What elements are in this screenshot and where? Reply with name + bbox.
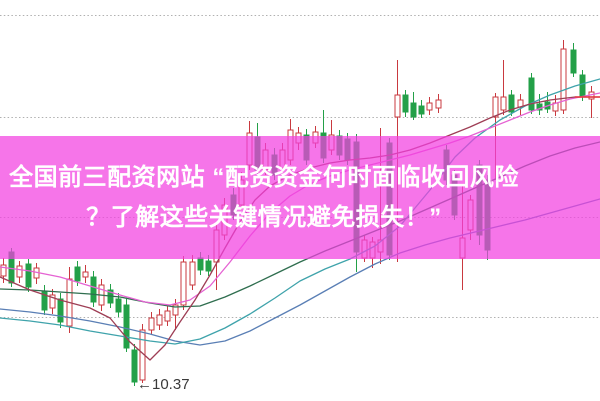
candle-down	[579, 74, 586, 98]
candle-down	[57, 298, 64, 323]
candle-up	[0, 264, 7, 277]
price-annotation: ←10.37	[137, 376, 190, 394]
candle-up	[180, 261, 187, 306]
promo-banner-line1: 全国前三配资网站 “配资资金何时面临收回风险	[9, 163, 519, 191]
arrow-left-icon: ←	[137, 376, 152, 393]
ma-teal	[0, 78, 600, 345]
candle-down	[418, 105, 425, 115]
candle-up	[500, 96, 507, 111]
candle-down	[508, 94, 515, 113]
candle-up	[148, 317, 155, 331]
candle-down	[90, 276, 97, 303]
candle-down	[528, 77, 535, 111]
candle-up	[172, 304, 179, 316]
candle-down	[205, 260, 212, 272]
candle-up	[426, 102, 433, 111]
candle-up	[435, 99, 442, 109]
candle-up	[189, 261, 196, 286]
candle-up	[560, 48, 567, 111]
candle-up	[82, 271, 89, 278]
candle-down	[74, 266, 81, 282]
candle-down	[402, 94, 409, 113]
candle-down	[131, 349, 138, 383]
candle-down	[123, 304, 130, 349]
promo-banner-line2: ？了解这些关键情况避免损失！”	[86, 203, 442, 231]
candle-down	[536, 103, 543, 111]
candle-up	[492, 96, 499, 118]
candle-up	[394, 94, 401, 118]
promo-banner: 全国前三配资网站 “配资资金何时面临收回风险 ？了解这些关键情况避免损失！”	[0, 136, 600, 259]
candle-down	[197, 257, 204, 271]
candle-up	[49, 294, 56, 309]
candle-up	[16, 265, 23, 278]
candle-up	[164, 310, 171, 322]
candle-down	[25, 263, 32, 288]
candle-up	[156, 314, 163, 326]
candle-down	[410, 102, 417, 118]
price-annotation-label: 10.37	[152, 376, 190, 393]
candle-down	[570, 49, 577, 74]
candle-down	[115, 298, 122, 313]
